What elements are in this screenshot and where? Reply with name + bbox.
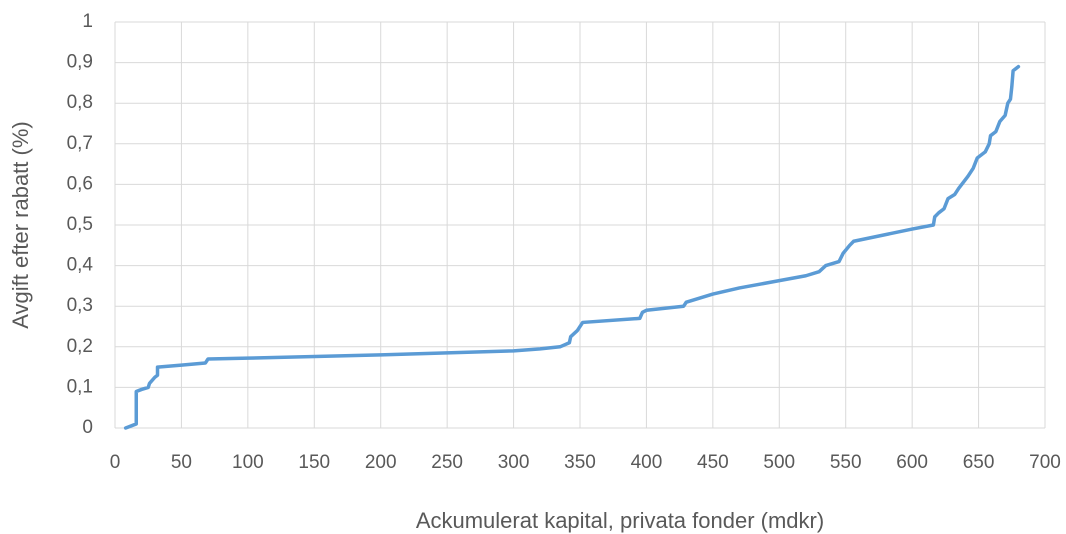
y-tick-label: 0,1 xyxy=(67,376,93,397)
x-tick-label: 50 xyxy=(171,452,192,473)
x-tick-label: 700 xyxy=(1029,452,1061,473)
y-tick-label: 0,9 xyxy=(67,52,93,73)
y-tick-label: 0,2 xyxy=(67,336,93,357)
x-tick-label: 400 xyxy=(631,452,663,473)
x-tick-label: 250 xyxy=(431,452,463,473)
y-tick-label: 0,6 xyxy=(67,173,93,194)
y-tick-label: 0 xyxy=(82,417,93,438)
x-tick-label: 350 xyxy=(564,452,596,473)
y-tick-label: 0,8 xyxy=(67,92,93,113)
y-tick-label: 1 xyxy=(82,11,93,32)
x-tick-label: 0 xyxy=(110,452,121,473)
x-tick-label: 550 xyxy=(830,452,862,473)
x-tick-label: 300 xyxy=(498,452,530,473)
y-axis-title: Avgift efter rabatt (%) xyxy=(8,121,33,328)
x-tick-label: 650 xyxy=(963,452,995,473)
y-tick-label: 0,3 xyxy=(67,295,93,316)
x-tick-label: 500 xyxy=(763,452,795,473)
data-line xyxy=(123,64,1021,430)
y-tick-label: 0,5 xyxy=(67,214,93,235)
x-axis-title: Ackumulerat kapital, privata fonder (mdk… xyxy=(416,508,824,533)
x-tick-label: 200 xyxy=(365,452,397,473)
x-tick-label: 100 xyxy=(232,452,264,473)
x-tick-label: 600 xyxy=(896,452,928,473)
x-tick-label: 450 xyxy=(697,452,729,473)
y-tick-label: 0,7 xyxy=(67,133,93,154)
y-tick-label: 0,4 xyxy=(67,255,94,276)
x-tick-label: 150 xyxy=(298,452,330,473)
